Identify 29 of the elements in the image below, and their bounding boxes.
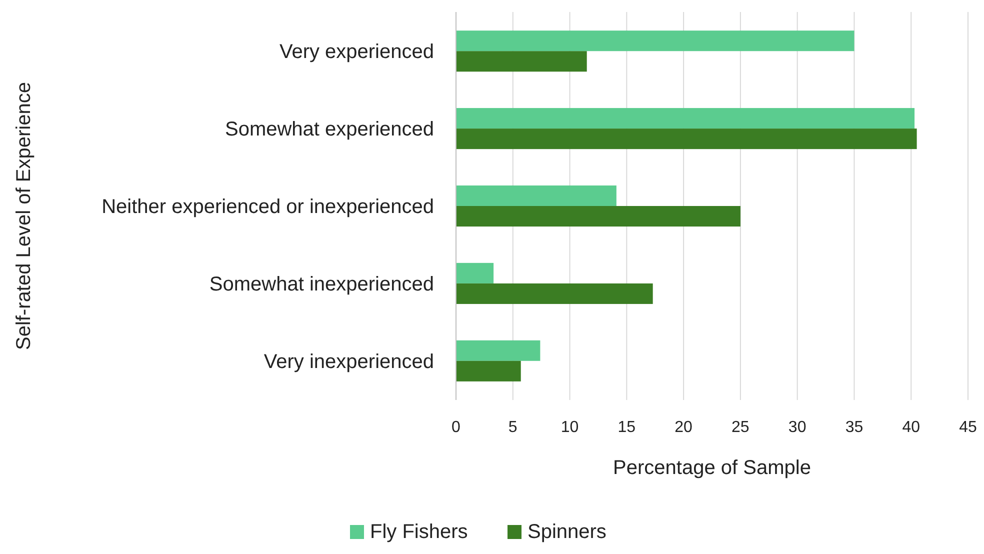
- x-tick-label: 40: [902, 419, 920, 436]
- x-tick-label: 0: [452, 419, 461, 436]
- x-tick-label: 30: [788, 419, 806, 436]
- bar: [456, 51, 587, 72]
- y-axis-title: Self-rated Level of Experience: [13, 82, 35, 350]
- bar: [456, 108, 915, 129]
- x-tick-label: 25: [732, 419, 750, 436]
- bar: [456, 206, 740, 227]
- y-tick-label: Very experienced: [279, 41, 434, 64]
- x-tick-label: 15: [618, 419, 636, 436]
- y-tick-label: Somewhat experienced: [224, 118, 434, 141]
- x-tick-label: 35: [845, 419, 864, 436]
- x-tick-label: 45: [959, 419, 977, 436]
- y-tick-label: Neither experienced or inexperienced: [102, 196, 434, 218]
- bar: [456, 283, 653, 304]
- bar: [456, 262, 494, 284]
- bar: [456, 128, 917, 150]
- bar: [456, 30, 854, 52]
- bar: [456, 340, 540, 361]
- x-tick-label: 10: [560, 419, 579, 436]
- y-tick-label: Somewhat inexperienced: [209, 273, 434, 296]
- x-tick-label: 5: [508, 419, 518, 436]
- bar: [456, 185, 616, 206]
- x-tick-label: 20: [674, 419, 693, 436]
- y-tick-label: Very inexperienced: [264, 350, 434, 373]
- bar: [456, 360, 521, 382]
- x-axis-title: Percentage of Sample: [613, 457, 811, 479]
- legend-label: Fly Fishers: [370, 521, 468, 543]
- legend-label: Spinners: [528, 521, 606, 543]
